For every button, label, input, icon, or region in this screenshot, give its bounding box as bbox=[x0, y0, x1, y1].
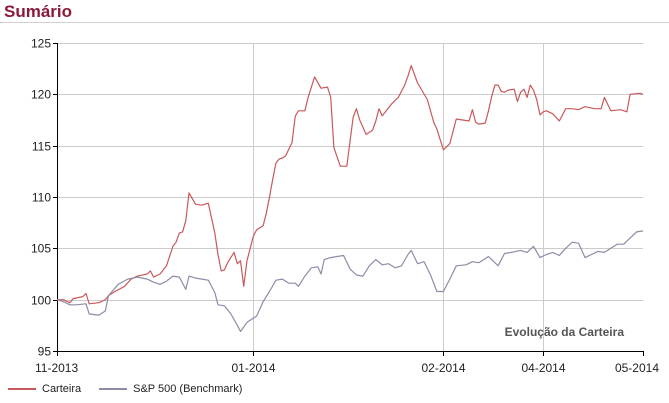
section-divider bbox=[0, 22, 669, 23]
legend-item-benchmark[interactable]: S&P 500 (Benchmark) bbox=[99, 383, 242, 395]
x-tick-label: 11-2013 bbox=[35, 361, 78, 375]
x-tick-label: 01-2014 bbox=[231, 361, 275, 375]
y-tick-label: 100 bbox=[31, 294, 51, 308]
chart-grid bbox=[57, 43, 643, 352]
legend-swatch-benchmark bbox=[99, 388, 128, 390]
legend-label-benchmark: S&P 500 (Benchmark) bbox=[133, 383, 243, 395]
legend-label-portfolio: Carteira bbox=[42, 383, 82, 395]
y-tick-label: 125 bbox=[31, 37, 51, 51]
legend-item-portfolio[interactable]: Carteira bbox=[8, 383, 81, 395]
chart-legend: Carteira S&P 500 (Benchmark) bbox=[8, 381, 260, 397]
series-line-portfolio bbox=[57, 65, 644, 305]
y-tick-label: 120 bbox=[31, 88, 51, 102]
y-tick-label: 115 bbox=[32, 140, 51, 154]
y-tick-label: 110 bbox=[32, 191, 51, 205]
legend-swatch-portfolio bbox=[8, 388, 36, 390]
series-line-benchmark bbox=[56, 230, 644, 333]
section-header: Sumário bbox=[0, 0, 669, 23]
chart-annotation: Evolução da Carteira bbox=[505, 325, 625, 339]
chart-series bbox=[56, 65, 644, 333]
x-tick-label: 05-2014 bbox=[615, 361, 659, 375]
section-title: Sumário bbox=[4, 2, 73, 21]
y-tick-label: 95 bbox=[38, 345, 52, 359]
x-tick-label: 02-2014 bbox=[421, 361, 465, 375]
y-tick-label: 105 bbox=[31, 242, 51, 256]
x-tick-label: 04-2014 bbox=[521, 361, 565, 375]
